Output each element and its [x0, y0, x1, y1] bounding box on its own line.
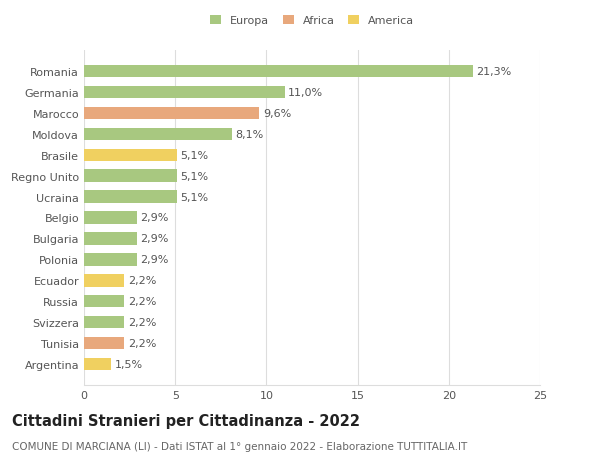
Bar [84, 233, 137, 245]
Text: 2,2%: 2,2% [128, 338, 156, 348]
Text: COMUNE DI MARCIANA (LI) - Dati ISTAT al 1° gennaio 2022 - Elaborazione TUTTITALI: COMUNE DI MARCIANA (LI) - Dati ISTAT al … [12, 441, 467, 451]
Bar [84, 337, 124, 349]
Text: 8,1%: 8,1% [235, 129, 263, 140]
Legend: Europa, Africa, America: Europa, Africa, America [207, 12, 417, 29]
Bar [84, 66, 473, 78]
Bar [84, 253, 137, 266]
Text: 9,6%: 9,6% [263, 109, 291, 119]
Text: 1,5%: 1,5% [115, 359, 143, 369]
Bar [84, 358, 112, 370]
Text: Cittadini Stranieri per Cittadinanza - 2022: Cittadini Stranieri per Cittadinanza - 2… [12, 413, 360, 428]
Bar [84, 87, 284, 99]
Bar [84, 295, 124, 308]
Text: 2,2%: 2,2% [128, 275, 156, 285]
Bar [84, 191, 177, 203]
Text: 2,9%: 2,9% [140, 255, 169, 265]
Bar [84, 316, 124, 329]
Bar [84, 149, 177, 162]
Text: 11,0%: 11,0% [288, 88, 323, 98]
Text: 2,9%: 2,9% [140, 213, 169, 223]
Bar [84, 129, 232, 141]
Text: 5,1%: 5,1% [181, 151, 209, 161]
Text: 2,9%: 2,9% [140, 234, 169, 244]
Text: 2,2%: 2,2% [128, 317, 156, 327]
Text: 5,1%: 5,1% [181, 192, 209, 202]
Text: 5,1%: 5,1% [181, 171, 209, 181]
Text: 2,2%: 2,2% [128, 297, 156, 307]
Bar [84, 274, 124, 287]
Bar [84, 107, 259, 120]
Bar [84, 212, 137, 224]
Bar [84, 170, 177, 183]
Text: 21,3%: 21,3% [476, 67, 511, 77]
